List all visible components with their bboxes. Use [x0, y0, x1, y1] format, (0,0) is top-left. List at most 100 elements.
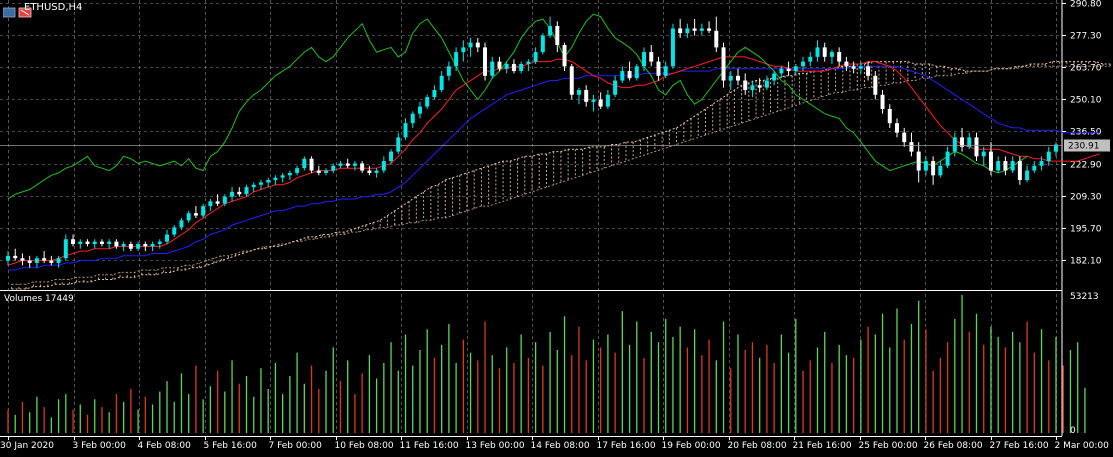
price-tick-label: 195.70 — [1070, 225, 1102, 235]
candle-body — [714, 30, 719, 48]
candle-body — [829, 52, 834, 57]
candle-body — [511, 63, 516, 72]
price-tick-label: 209.30 — [1070, 193, 1102, 203]
candle-body — [324, 170, 329, 173]
candle-body — [483, 47, 488, 76]
candle-body — [34, 258, 39, 263]
candle-body — [56, 258, 61, 263]
candle-body — [432, 90, 437, 98]
candle-body — [49, 260, 54, 263]
candle-body — [1017, 161, 1022, 181]
candle-body — [1003, 161, 1008, 171]
candle-body — [988, 151, 993, 171]
candle-body — [208, 201, 213, 207]
candle-body — [1046, 151, 1051, 162]
candle-body — [309, 158, 314, 171]
candle-body — [750, 85, 755, 91]
candle-body — [974, 137, 979, 157]
tenkan-line — [7, 56, 1100, 266]
candle-body — [389, 151, 394, 162]
candle-body — [302, 158, 307, 169]
time-tick-label: 25 Feb 00:00 — [859, 441, 918, 451]
time-tick-label: 19 Feb 00:00 — [662, 441, 721, 451]
candle-body — [1054, 144, 1058, 152]
candle-body — [902, 132, 907, 143]
price-tick-label: 250.10 — [1070, 96, 1102, 106]
candle-body — [215, 201, 220, 204]
candle-body — [866, 66, 871, 76]
candle-body — [27, 260, 32, 263]
price-tick-label: 277.30 — [1070, 32, 1102, 42]
candle-body — [237, 191, 242, 195]
candle-body — [757, 85, 762, 88]
time-tick-label: 5 Feb 16:00 — [204, 441, 258, 451]
candle-body — [743, 80, 748, 91]
candle-body — [735, 75, 740, 81]
candle-body — [345, 163, 350, 166]
candle-body — [591, 99, 596, 102]
candle-body — [468, 42, 473, 48]
time-tick-label: 20 Feb 08:00 — [728, 441, 787, 451]
time-tick-label: 21 Feb 16:00 — [793, 441, 852, 451]
candle-body — [605, 94, 610, 107]
candle-body — [92, 241, 97, 244]
candle-body — [136, 243, 141, 249]
candle-body — [497, 61, 502, 69]
candle-body — [945, 151, 950, 166]
time-tick-label: 27 Feb 16:00 — [990, 441, 1049, 451]
candle-body — [837, 52, 842, 62]
volume-value: 17449 — [45, 294, 74, 304]
candle-body — [519, 63, 524, 72]
candle-body — [396, 137, 401, 152]
candle-body — [728, 75, 733, 81]
candle-body — [201, 206, 206, 216]
time-tick-label: 11 Feb 16:00 — [400, 441, 459, 451]
time-tick-label: 2 Mar 00:00 — [1055, 441, 1110, 451]
time-tick-label: 17 Feb 16:00 — [597, 441, 656, 451]
candle-body — [685, 28, 690, 34]
candle-body — [634, 66, 639, 79]
candle-body — [352, 163, 357, 166]
candle-body — [143, 243, 148, 247]
candle-body — [222, 196, 227, 204]
candle-body — [295, 168, 300, 173]
candle-body — [576, 90, 581, 95]
candle-body — [967, 137, 972, 147]
time-tick-label: 4 Feb 08:00 — [138, 441, 192, 451]
candle-body — [42, 258, 47, 261]
candle-body — [779, 68, 784, 74]
candle-body — [244, 187, 249, 195]
window-icons[interactable] — [2, 3, 33, 18]
candle-body — [251, 184, 256, 188]
time-tick-label: 3 Feb 00:00 — [73, 441, 127, 451]
candle-body — [186, 213, 191, 221]
candle-body — [895, 123, 899, 133]
time-tick-label: 14 Feb 08:00 — [531, 441, 590, 451]
volume-panel-title: Volumes 17449 — [4, 294, 74, 304]
candle-body — [981, 151, 986, 157]
candle-body — [996, 161, 1001, 171]
candle-body — [417, 106, 422, 114]
price-tick-label: 222.90 — [1070, 161, 1102, 171]
candle-body — [1010, 161, 1015, 171]
candle-body — [150, 243, 155, 247]
candle-body — [851, 66, 856, 69]
candle-body — [1032, 165, 1037, 171]
candle-body — [880, 94, 885, 109]
candle-body — [822, 47, 827, 57]
candle-body — [613, 80, 618, 95]
candle-body — [20, 258, 25, 261]
candle-body — [331, 165, 336, 171]
candle-body — [504, 63, 509, 69]
candle-body — [157, 241, 162, 244]
candle-body — [338, 163, 343, 166]
time-tick-label: 10 Feb 08:00 — [335, 441, 394, 451]
candle-body — [316, 170, 321, 173]
candle-body — [707, 28, 712, 31]
candle-body — [367, 170, 372, 173]
candle-body — [923, 161, 928, 171]
candle-body — [258, 182, 263, 185]
candle-body — [280, 175, 285, 178]
candle-body — [584, 90, 589, 102]
